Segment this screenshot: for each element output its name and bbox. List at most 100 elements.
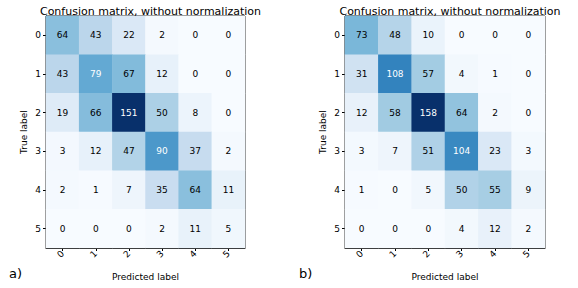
svg-text:0: 0: [226, 30, 232, 40]
svg-text:5: 5: [521, 248, 532, 259]
svg-text:31: 31: [356, 69, 367, 79]
svg-text:Predicted label: Predicted label: [112, 272, 179, 282]
svg-text:1: 1: [35, 69, 41, 79]
svg-text:8: 8: [192, 108, 198, 118]
svg-text:5: 5: [221, 248, 232, 259]
svg-text:151: 151: [120, 108, 137, 118]
svg-text:73: 73: [356, 30, 367, 40]
svg-text:51: 51: [423, 146, 434, 156]
svg-text:0: 0: [55, 248, 66, 259]
svg-text:3: 3: [525, 146, 531, 156]
svg-text:2: 2: [159, 30, 165, 40]
svg-text:0: 0: [392, 185, 398, 195]
svg-text:5: 5: [425, 185, 431, 195]
svg-text:2: 2: [35, 108, 41, 118]
svg-text:67: 67: [123, 69, 134, 79]
svg-text:1: 1: [93, 185, 99, 195]
svg-text:35: 35: [156, 185, 167, 195]
svg-text:2: 2: [525, 224, 531, 234]
svg-text:158: 158: [420, 108, 437, 118]
svg-text:66: 66: [90, 108, 102, 118]
svg-text:b): b): [299, 266, 312, 281]
svg-text:4: 4: [35, 185, 41, 195]
svg-text:50: 50: [156, 108, 168, 118]
svg-text:0: 0: [359, 224, 365, 234]
svg-text:12: 12: [356, 108, 367, 118]
svg-text:55: 55: [489, 185, 500, 195]
svg-text:3: 3: [60, 146, 66, 156]
svg-text:12: 12: [156, 69, 167, 79]
svg-text:0: 0: [93, 224, 99, 234]
svg-text:50: 50: [456, 185, 468, 195]
svg-text:Confusion matrix, without norm: Confusion matrix, without normalization: [40, 5, 261, 18]
svg-text:108: 108: [386, 69, 403, 79]
svg-text:4: 4: [459, 69, 465, 79]
svg-text:11: 11: [190, 224, 201, 234]
svg-text:5: 5: [35, 224, 41, 234]
svg-text:0: 0: [525, 30, 531, 40]
svg-text:a): a): [9, 266, 22, 281]
svg-text:0: 0: [392, 224, 398, 234]
svg-text:3: 3: [155, 248, 166, 259]
svg-text:4: 4: [459, 224, 465, 234]
svg-text:1: 1: [492, 69, 498, 79]
svg-text:79: 79: [90, 69, 102, 79]
svg-text:1: 1: [88, 248, 99, 259]
svg-text:3: 3: [35, 146, 41, 156]
svg-text:90: 90: [156, 146, 168, 156]
svg-text:5: 5: [226, 224, 232, 234]
svg-text:0: 0: [60, 224, 66, 234]
svg-text:1: 1: [334, 69, 340, 79]
svg-text:Predicted label: Predicted label: [412, 272, 479, 282]
svg-text:4: 4: [487, 248, 498, 259]
svg-text:3: 3: [359, 146, 365, 156]
svg-text:2: 2: [492, 108, 498, 118]
svg-text:3: 3: [334, 146, 340, 156]
svg-text:4: 4: [334, 185, 340, 195]
svg-text:2: 2: [421, 248, 432, 259]
svg-text:0: 0: [192, 69, 198, 79]
svg-text:0: 0: [525, 69, 531, 79]
svg-text:47: 47: [123, 146, 134, 156]
svg-text:0: 0: [35, 30, 41, 40]
svg-text:64: 64: [190, 185, 202, 195]
svg-text:True label: True label: [19, 110, 29, 155]
svg-text:7: 7: [126, 185, 132, 195]
svg-text:104: 104: [453, 146, 470, 156]
svg-text:2: 2: [226, 146, 232, 156]
svg-text:0: 0: [459, 30, 465, 40]
svg-text:23: 23: [489, 146, 500, 156]
svg-text:0: 0: [354, 248, 365, 259]
svg-text:57: 57: [423, 69, 434, 79]
svg-text:12: 12: [489, 224, 500, 234]
svg-text:3: 3: [454, 248, 465, 259]
svg-text:0: 0: [492, 30, 498, 40]
svg-text:64: 64: [456, 108, 468, 118]
svg-text:2: 2: [121, 248, 132, 259]
svg-text:9: 9: [525, 185, 531, 195]
svg-text:0: 0: [226, 108, 232, 118]
svg-text:22: 22: [123, 30, 134, 40]
svg-text:Confusion matrix, without norm: Confusion matrix, without normalization: [339, 5, 560, 18]
svg-text:58: 58: [389, 108, 401, 118]
svg-text:48: 48: [389, 30, 401, 40]
svg-text:7: 7: [392, 146, 398, 156]
svg-text:0: 0: [525, 108, 531, 118]
svg-text:2: 2: [60, 185, 66, 195]
svg-text:2: 2: [334, 108, 340, 118]
svg-text:True label: True label: [318, 110, 328, 155]
svg-text:11: 11: [223, 185, 234, 195]
svg-text:0: 0: [126, 224, 132, 234]
svg-text:1: 1: [387, 248, 398, 259]
svg-text:37: 37: [190, 146, 201, 156]
svg-text:43: 43: [57, 69, 68, 79]
svg-text:0: 0: [334, 30, 340, 40]
svg-text:64: 64: [57, 30, 69, 40]
svg-text:5: 5: [334, 224, 340, 234]
svg-text:10: 10: [423, 30, 435, 40]
svg-text:19: 19: [57, 108, 69, 118]
svg-text:2: 2: [159, 224, 165, 234]
svg-text:0: 0: [226, 69, 232, 79]
svg-text:4: 4: [188, 248, 199, 259]
svg-text:12: 12: [90, 146, 101, 156]
